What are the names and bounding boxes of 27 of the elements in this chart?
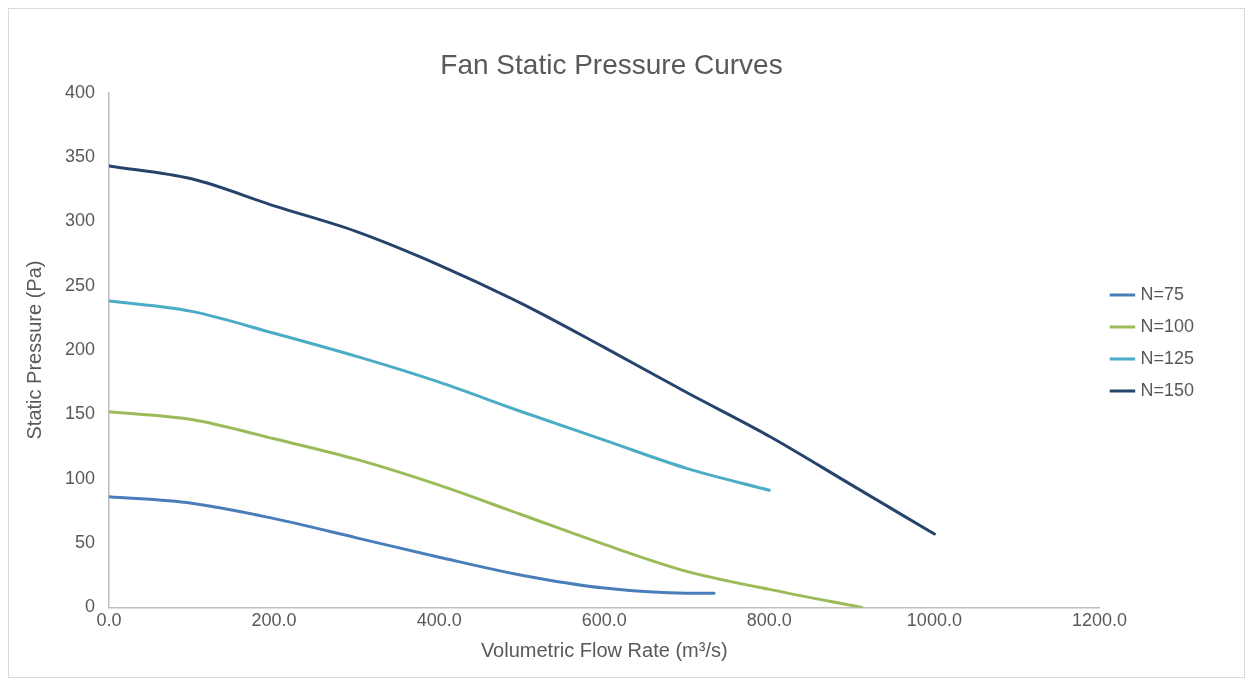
x-tick-label: 1000.0 bbox=[906, 610, 962, 631]
y-tick-label: 300 bbox=[64, 210, 96, 231]
x-tick-label: 0.0 bbox=[96, 610, 122, 631]
line-series bbox=[109, 495, 716, 595]
y-tick-label: 50 bbox=[75, 532, 96, 553]
y-tick-label: 200 bbox=[64, 338, 96, 359]
x-axis-title: Volumetric Flow Rate (m³/s) bbox=[480, 638, 728, 661]
chart-title: Fan Static Pressure Curves bbox=[440, 48, 783, 80]
legend-label: N=75 bbox=[1140, 283, 1184, 304]
x-tick-label: 800.0 bbox=[746, 610, 792, 631]
y-tick-label: 250 bbox=[64, 274, 96, 295]
line-series bbox=[109, 164, 936, 536]
x-tick-label: 400.0 bbox=[416, 610, 462, 631]
x-tick-label: 1200.0 bbox=[1071, 610, 1127, 631]
y-tick-label: 100 bbox=[64, 467, 96, 488]
legend-label: N=125 bbox=[1140, 347, 1194, 368]
legend-label: N=100 bbox=[1140, 315, 1194, 336]
line-series bbox=[109, 299, 771, 492]
y-axis-title: Static Pressure (Pa) bbox=[22, 260, 45, 440]
y-tick-label: 350 bbox=[64, 145, 96, 166]
y-tick-label: 150 bbox=[64, 403, 96, 424]
x-tick-label: 600.0 bbox=[581, 610, 627, 631]
line-series bbox=[109, 410, 864, 608]
y-tick-label: 0 bbox=[85, 596, 96, 617]
legend-label: N=150 bbox=[1140, 379, 1194, 400]
x-tick-label: 200.0 bbox=[251, 610, 297, 631]
y-tick-label: 400 bbox=[64, 81, 96, 102]
